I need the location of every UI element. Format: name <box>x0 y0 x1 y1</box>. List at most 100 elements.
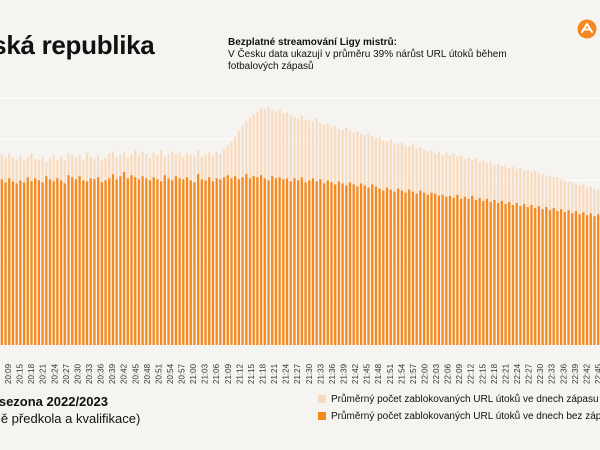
bar-non-match-days <box>334 184 337 345</box>
x-tick-label: 21:30 <box>305 363 314 384</box>
bar-non-match-days <box>522 204 526 345</box>
bar-non-match-days <box>219 179 222 345</box>
bar-non-match-days <box>52 181 55 345</box>
bar-non-match-days <box>356 186 359 345</box>
x-tick-label: 20:48 <box>143 363 152 384</box>
bar-non-match-days <box>293 178 296 345</box>
bar-non-match-days <box>59 180 63 345</box>
bar-non-match-days <box>163 175 166 345</box>
x-tick-label: 21:39 <box>339 363 348 384</box>
bar-non-match-days <box>500 200 503 345</box>
bar-non-match-days <box>278 177 281 345</box>
bar-non-match-days <box>15 183 18 345</box>
bar-non-match-days <box>289 181 292 345</box>
bar-non-match-days <box>345 185 348 345</box>
bar-non-match-days <box>578 214 581 345</box>
bar-non-match-days <box>104 180 107 345</box>
bar-non-match-days <box>141 176 144 345</box>
x-tick-label: 21:03 <box>201 363 210 384</box>
bar-non-match-days <box>515 202 518 345</box>
bar-non-match-days <box>552 208 555 345</box>
bar-non-match-days <box>415 193 418 345</box>
bar-non-match-days <box>467 198 470 345</box>
legend-label-non-match-days: Průměrný počet zablokovaných URL útoků v… <box>331 411 600 422</box>
bar-non-match-days <box>397 188 400 345</box>
bar-non-match-days <box>0 179 3 345</box>
bar-non-match-days <box>471 195 474 345</box>
x-tick-label: 20:09 <box>4 363 13 384</box>
bar-non-match-days <box>300 177 303 345</box>
bar-non-match-days <box>37 180 41 345</box>
bar-non-match-days <box>341 183 344 345</box>
bar-non-match-days <box>582 212 585 345</box>
bar-non-match-days <box>137 179 141 345</box>
bar-non-match-days <box>504 204 507 345</box>
x-tick-label: 21:06 <box>212 363 221 384</box>
bar-non-match-days <box>30 181 33 345</box>
bar-non-match-days <box>167 178 170 345</box>
bar-non-match-days <box>519 206 522 345</box>
bar-non-match-days <box>82 180 85 345</box>
bar-non-match-days <box>597 214 600 345</box>
x-tick-label: 22:45 <box>594 363 600 384</box>
bar-non-match-days <box>411 191 415 345</box>
bar-non-match-days <box>111 174 115 345</box>
bar-non-match-days <box>126 178 129 345</box>
bar-non-match-days <box>326 180 329 345</box>
bar-non-match-days <box>545 207 548 345</box>
bar-non-match-days <box>404 192 407 345</box>
bar-non-match-days <box>189 180 192 345</box>
bar-non-match-days <box>241 177 244 345</box>
bar-non-match-days <box>211 181 215 345</box>
x-tick-label: 22:42 <box>582 363 591 384</box>
bar-non-match-days <box>526 207 529 345</box>
x-tick-label: 22:21 <box>501 363 510 384</box>
x-tick-label: 20:27 <box>62 363 71 384</box>
x-tick-label: 20:42 <box>120 363 129 384</box>
x-tick-label: 21:09 <box>224 363 233 384</box>
bar-non-match-days <box>389 189 392 345</box>
bar-non-match-days <box>115 179 118 345</box>
bar-non-match-days <box>497 202 500 345</box>
bar-non-match-days <box>400 190 403 345</box>
bar-non-match-days <box>200 179 203 345</box>
legend-item-non-match-days: Průměrný počet zablokovaných URL útoků v… <box>318 411 600 422</box>
x-tick-label: 21:18 <box>259 363 268 384</box>
bar-non-match-days <box>222 177 226 345</box>
bar-non-match-days <box>171 180 174 345</box>
bar-non-match-days <box>585 215 589 345</box>
bar-non-match-days <box>304 182 307 345</box>
x-tick-label: 22:33 <box>548 363 557 384</box>
bar-non-match-days <box>448 195 452 345</box>
bar-non-match-days <box>85 181 89 345</box>
bar-non-match-days <box>259 175 263 345</box>
bar-non-match-days <box>430 192 433 345</box>
x-tick-label: 22:06 <box>444 363 453 384</box>
bar-non-match-days <box>367 187 370 345</box>
bar-non-match-days <box>74 179 78 345</box>
x-tick-label: 21:21 <box>270 363 279 384</box>
bar-non-match-days <box>478 197 481 345</box>
bar-non-match-days <box>108 178 111 345</box>
bar-non-match-days <box>148 180 152 345</box>
bar-non-match-days <box>482 200 485 345</box>
bar-non-match-days <box>556 211 559 345</box>
bar-non-match-days <box>489 201 492 345</box>
bar-non-match-days <box>437 195 441 345</box>
x-tick-label: 22:39 <box>571 363 580 384</box>
bar-non-match-days <box>422 192 426 345</box>
x-tick-label: 22:00 <box>420 363 429 384</box>
bar-chart: 20:09 20:15 20:18 20:21 20:24 20:27 20:30 20:33… <box>0 97 600 384</box>
x-tick-label: 21:24 <box>282 363 291 384</box>
bar-non-match-days <box>322 183 326 345</box>
bar-non-match-days <box>256 177 259 345</box>
bar-non-match-days <box>208 177 211 345</box>
bar-non-match-days <box>419 190 422 345</box>
bar-non-match-days <box>359 183 363 345</box>
bar-non-match-days <box>230 178 233 345</box>
x-tick-label: 22:18 <box>490 363 499 384</box>
x-tick-label: 22:30 <box>536 363 545 384</box>
bar-non-match-days <box>174 176 178 345</box>
x-tick-label: 22:12 <box>467 363 476 384</box>
bar-non-match-days <box>119 176 122 345</box>
